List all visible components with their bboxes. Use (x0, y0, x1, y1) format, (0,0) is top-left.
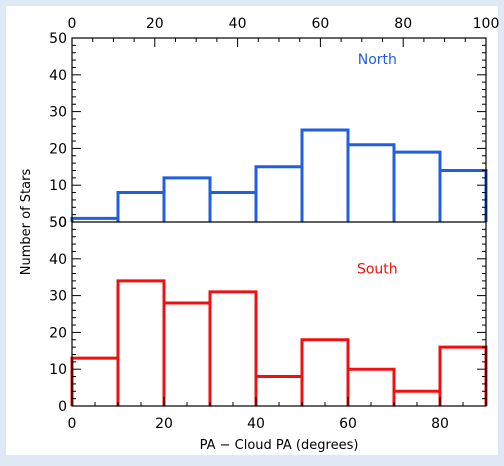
bottom-x-tick-label-60: 60 (339, 416, 357, 432)
south-y-tick-label-10: 10 (49, 362, 67, 378)
bottom-x-tick-label-20: 20 (155, 416, 173, 432)
south-y-tick-label-40: 40 (49, 252, 67, 268)
south-bar-3 (208, 290, 258, 406)
axes-layer: 0 20 40 60 80 100 0 20 40 60 80 (68, 16, 500, 432)
north-y-tick-label-30: 30 (49, 105, 67, 121)
top-x-tick-label-80: 80 (394, 16, 412, 32)
top-x-tick-label-100: 100 (473, 16, 500, 32)
south-label: South (357, 262, 398, 278)
top-x-tick-label-60: 60 (311, 16, 329, 32)
bottom-x-tick-label-80: 80 (431, 416, 449, 432)
north-y-tick-label-50: 50 (49, 31, 67, 47)
south-bar-6 (346, 367, 396, 406)
top-x-tick-label-0: 0 (68, 16, 77, 32)
south-y-tick-label-30: 30 (49, 289, 67, 305)
plot-background (6, 6, 498, 455)
north-y-tick-label-20: 20 (49, 141, 67, 157)
south-y-tick-label-50: 50 (49, 215, 67, 231)
top-x-tick-label-40: 40 (229, 16, 247, 32)
north-panel: North 0 10 20 30 40 50 (49, 31, 488, 231)
north-y-tick-label-0: 0 (58, 215, 67, 231)
y-axis-label: Number of Stars (19, 169, 34, 276)
bottom-x-tick-label-40: 40 (247, 416, 265, 432)
north-label: North (358, 52, 397, 68)
bottom-x-tick-label-0: 0 (68, 416, 77, 432)
x-axis-label: PA − Cloud PA (degrees) (200, 438, 359, 453)
top-x-tick-label-20: 20 (146, 16, 164, 32)
north-y-tick-label-10: 10 (49, 178, 67, 194)
south-y-tick-label-0: 0 (58, 399, 67, 415)
south-y-tick-label-20: 20 (49, 325, 67, 341)
north-y-tick-label-40: 40 (49, 68, 67, 84)
